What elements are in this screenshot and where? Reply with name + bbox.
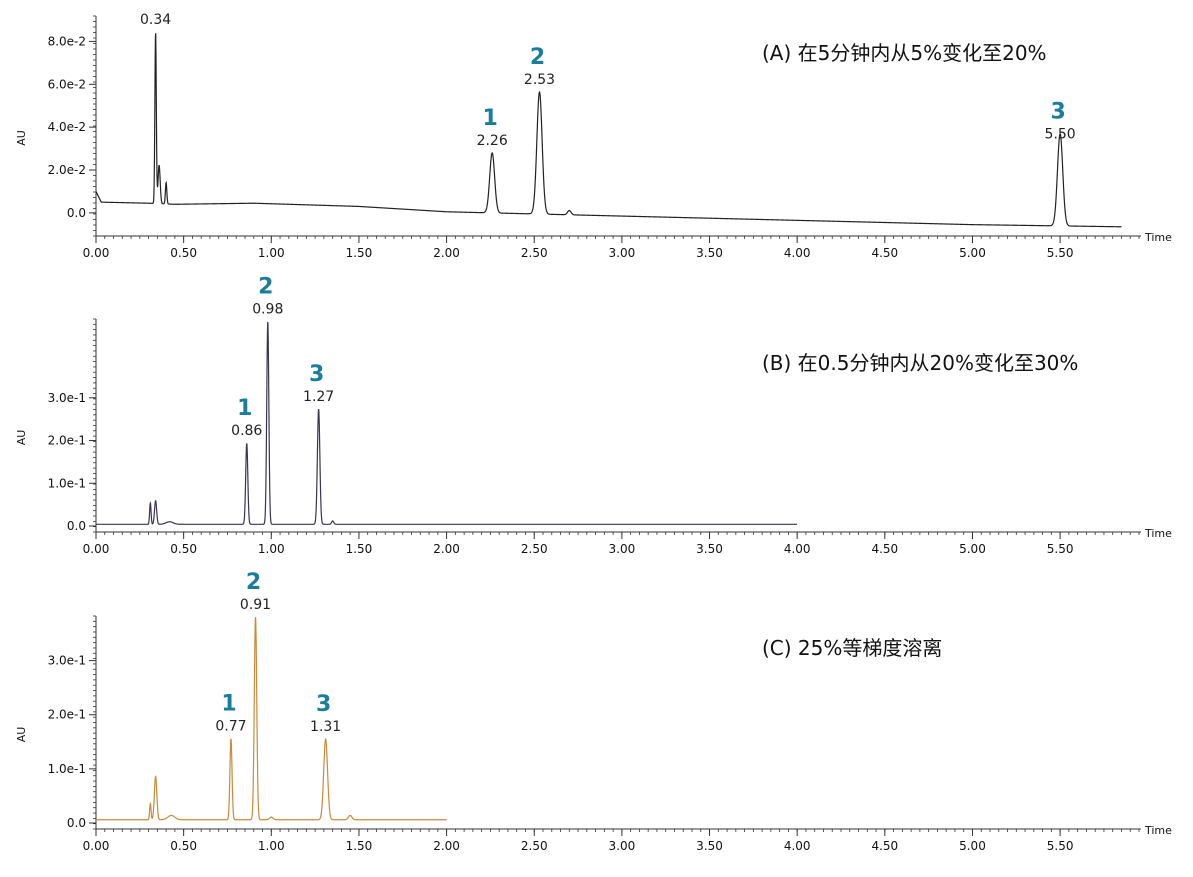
x-tick-label: 0.00 <box>83 246 110 260</box>
peak-retention-time: 0.86 <box>231 423 262 439</box>
x-tick-label: 2.50 <box>521 542 548 556</box>
x-tick-label: 0.50 <box>170 839 197 853</box>
x-tick-label: 0.00 <box>83 839 110 853</box>
x-tick-label: 5.00 <box>959 246 986 260</box>
x-tick-label: 1.50 <box>346 542 373 556</box>
x-tick-label: 3.50 <box>696 246 723 260</box>
peak-retention-time: 2.53 <box>524 72 555 88</box>
y-tick-label: 6.0e-2 <box>48 77 86 91</box>
peak-number: 2 <box>530 45 545 70</box>
x-tick-label: 1.50 <box>346 246 373 260</box>
x-tick-label: 4.00 <box>784 542 811 556</box>
peak-number: 3 <box>1050 100 1065 125</box>
y-tick-label: 8.0e-2 <box>48 34 86 48</box>
x-tick-label: 2.00 <box>433 542 460 556</box>
y-tick-label: 3.0e-1 <box>48 391 86 405</box>
chromatogram-trace <box>96 321 797 525</box>
panel-title: (A) 在5分钟内从5%变化至20% <box>762 41 1047 65</box>
chart-panel-a: 0.0 2.0e-2 4.0e-2 6.0e-2 8.0e-2 AU 0.00 0.50 1.0… <box>15 12 1172 260</box>
chromatogram-trace <box>95 33 1122 228</box>
x-tick-label: 1.00 <box>258 839 285 853</box>
y-axis-title: AU <box>15 130 28 146</box>
y-axis-title: AU <box>15 727 28 743</box>
y-tick-label: 0.0 <box>67 519 86 533</box>
x-tick-label: 3.50 <box>696 542 723 556</box>
x-tick-label: 2.50 <box>521 246 548 260</box>
y-tick-label: 4.0e-2 <box>48 120 86 134</box>
x-tick-label: 4.50 <box>871 839 898 853</box>
peak-number: 3 <box>309 362 324 387</box>
x-axis-title: Time <box>1144 824 1172 837</box>
peak-number: 1 <box>483 106 498 131</box>
chromatogram-trace <box>96 617 447 821</box>
peak-number: 3 <box>316 692 331 717</box>
x-tick-label: 4.00 <box>784 246 811 260</box>
x-tick-label: 4.50 <box>871 542 898 556</box>
peak-retention-time: 0.77 <box>215 719 246 735</box>
x-tick-label: 4.00 <box>784 839 811 853</box>
x-tick-label: 1.50 <box>346 839 373 853</box>
y-tick-label: 0.0 <box>67 816 86 830</box>
x-axis-title: Time <box>1144 527 1172 540</box>
x-tick-label: 4.50 <box>871 246 898 260</box>
peak-retention-time: 2.26 <box>477 133 508 149</box>
x-tick-label: 5.50 <box>1047 839 1074 853</box>
x-tick-label: 1.00 <box>258 542 285 556</box>
y-tick-label: 1.0e-1 <box>48 762 86 776</box>
peak-retention-time: 1.31 <box>310 719 341 735</box>
y-tick-label: 2.0e-1 <box>48 708 86 722</box>
peak-number: 1 <box>221 692 236 717</box>
x-tick-label: 0.50 <box>170 542 197 556</box>
x-axis-title: Time <box>1144 231 1172 244</box>
x-tick-label: 0.00 <box>83 542 110 556</box>
y-tick-label: 0.0 <box>67 206 86 220</box>
x-tick-label: 3.00 <box>609 839 636 853</box>
y-tick-label: 3.0e-1 <box>48 654 86 668</box>
x-tick-label: 3.00 <box>609 246 636 260</box>
chart-panel-c: 0.0 1.0e-1 2.0e-1 3.0e-1 AU 0.00 0.50 1.00 1.50 2… <box>15 570 1172 853</box>
peak-retention-time: 0.91 <box>240 597 271 613</box>
chart-panel-b: 0.0 1.0e-1 2.0e-1 3.0e-1 AU 0.00 0.50 1.00 1.50 2… <box>15 274 1172 556</box>
peak-number: 2 <box>246 570 261 595</box>
peak-number: 1 <box>237 396 252 421</box>
y-tick-label: 1.0e-1 <box>48 476 86 490</box>
panel-title: (B) 在0.5分钟内从20%变化至30% <box>762 351 1078 375</box>
x-tick-label: 2.00 <box>433 246 460 260</box>
x-tick-label: 2.00 <box>433 839 460 853</box>
y-tick-label: 2.0e-1 <box>48 434 86 448</box>
x-tick-label: 3.00 <box>609 542 636 556</box>
peak-number: 2 <box>258 274 273 299</box>
x-tick-label: 3.50 <box>696 839 723 853</box>
x-tick-label: 1.00 <box>258 246 285 260</box>
panel-title: (C) 25%等梯度溶离 <box>762 636 942 660</box>
x-tick-label: 5.00 <box>959 839 986 853</box>
peak-retention-time: 5.50 <box>1045 127 1076 143</box>
x-tick-label: 5.50 <box>1047 246 1074 260</box>
peak-retention-time: 0.34 <box>140 12 171 28</box>
x-tick-label: 5.00 <box>959 542 986 556</box>
peak-retention-time: 0.98 <box>252 301 283 317</box>
y-tick-label: 2.0e-2 <box>48 163 86 177</box>
x-tick-label: 2.50 <box>521 839 548 853</box>
y-axis-title: AU <box>15 430 28 446</box>
x-tick-label: 5.50 <box>1047 542 1074 556</box>
peak-retention-time: 1.27 <box>303 389 334 405</box>
x-tick-label: 0.50 <box>170 246 197 260</box>
